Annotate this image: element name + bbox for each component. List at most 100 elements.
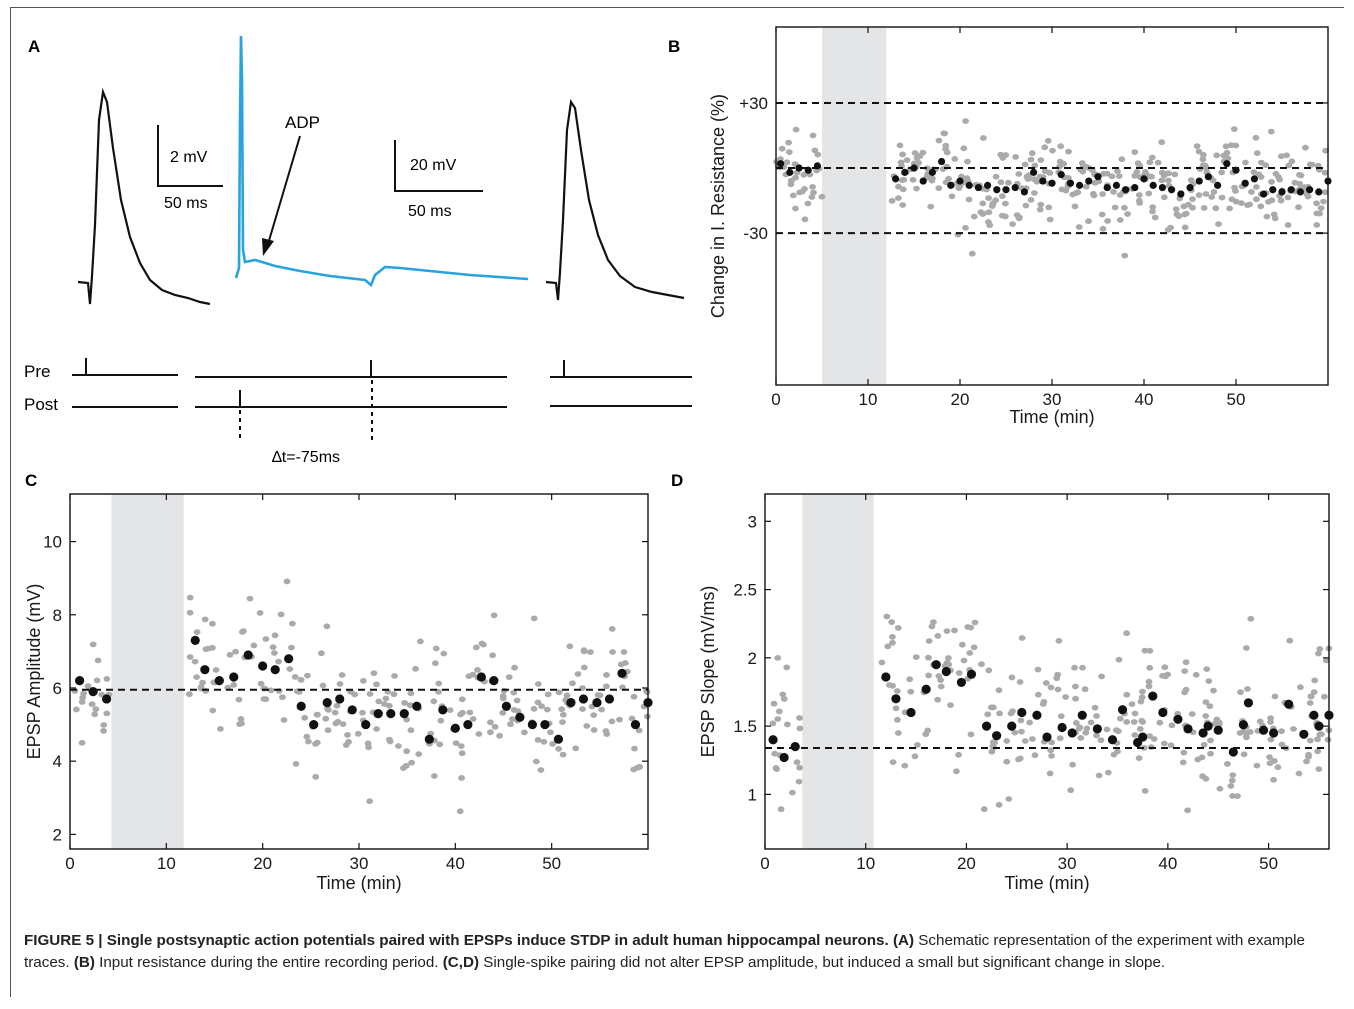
mean-point <box>1017 707 1027 718</box>
mean-point <box>412 701 422 711</box>
sweep-point <box>417 638 424 645</box>
sweep-point <box>1100 170 1107 177</box>
sweep-point <box>534 699 542 706</box>
sweep-point <box>1303 758 1310 765</box>
sweep-point <box>1213 152 1221 159</box>
sweep-point <box>364 740 372 747</box>
sweep-point <box>1306 737 1314 744</box>
sweep-point <box>1237 200 1245 207</box>
sweep-point <box>945 175 952 182</box>
sweep-point <box>896 142 904 149</box>
y-tick-label: 4 <box>53 752 62 771</box>
sweep-point <box>530 705 538 712</box>
sweep-point <box>1098 673 1105 680</box>
sweep-point <box>989 200 997 207</box>
sweep-point <box>609 649 616 655</box>
sweep-point <box>1179 759 1187 766</box>
sweep-point <box>960 145 968 152</box>
sweep-point <box>1227 783 1235 789</box>
mean-point <box>906 707 916 718</box>
mean-point <box>1057 722 1067 733</box>
sweep-point <box>796 189 803 196</box>
sweep-point <box>1195 192 1203 199</box>
sweep-point <box>1115 173 1123 180</box>
x-tick-label: 10 <box>157 854 176 873</box>
caption-a-ref: (A) <box>892 932 915 949</box>
mean-point <box>347 705 357 715</box>
sweep-point <box>608 718 616 725</box>
sweep-point <box>226 651 234 658</box>
sweep-point <box>945 661 953 668</box>
sweep-point <box>603 683 610 690</box>
sweep-point <box>1253 150 1261 157</box>
sweep-point <box>459 709 466 716</box>
sweep-point <box>1317 731 1325 738</box>
y-tick-label: 8 <box>53 606 62 625</box>
sweep-point <box>1141 788 1149 794</box>
sweep-point <box>1237 689 1244 696</box>
sweep-point <box>1304 193 1312 200</box>
sweep-point <box>1018 635 1026 641</box>
sweep-point <box>1195 148 1203 155</box>
mean-point <box>941 666 951 677</box>
sweep-point <box>1226 205 1233 212</box>
sweep-point <box>989 704 997 711</box>
scale-2-voltage: 20 mV <box>410 157 457 174</box>
sweep-point <box>507 721 514 728</box>
sweep-point <box>1116 715 1124 722</box>
sweep-point <box>91 711 99 718</box>
sweep-point <box>366 798 374 805</box>
sweep-point <box>635 727 643 734</box>
sweep-point <box>1263 213 1271 220</box>
sweep-point <box>1002 213 1009 220</box>
sweep-point <box>1182 686 1190 693</box>
sweep-point <box>1034 691 1042 698</box>
sweep-point <box>385 702 393 709</box>
mean-point <box>214 676 224 686</box>
sweep-point <box>942 142 950 149</box>
sweep-point <box>191 658 199 665</box>
mean-point <box>540 719 550 730</box>
sweep-point <box>256 610 264 616</box>
sweep-point <box>899 186 907 193</box>
mean-point <box>1284 699 1294 709</box>
sweep-point <box>1180 749 1188 756</box>
sweep-point <box>1230 126 1238 132</box>
sweep-point <box>985 219 992 225</box>
mean-point <box>399 708 409 719</box>
sweep-point <box>339 721 347 727</box>
sweep-point <box>783 159 791 166</box>
sweep-point <box>628 715 636 722</box>
sweep-point <box>583 723 591 729</box>
sweep-point <box>286 666 294 672</box>
sweep-point <box>1164 671 1172 678</box>
sweep-point <box>1218 169 1225 176</box>
mean-point <box>229 672 239 682</box>
mean-point <box>1198 728 1208 738</box>
sweep-point <box>291 674 299 680</box>
sweep-point <box>406 702 414 709</box>
sweep-point <box>430 698 438 705</box>
sweep-point <box>1093 732 1100 739</box>
sweep-point <box>1284 194 1292 201</box>
sweep-point <box>1243 730 1250 736</box>
panel-b-label: B <box>668 37 680 56</box>
sweep-point <box>631 745 638 752</box>
mean-point <box>1228 747 1238 757</box>
sweep-point <box>998 193 1006 200</box>
sweep-point <box>566 643 574 650</box>
sweep-point <box>469 716 477 722</box>
sweep-point <box>1308 161 1316 168</box>
mean-point <box>1203 721 1213 731</box>
sweep-point <box>1131 710 1139 717</box>
sweep-point <box>955 670 963 676</box>
sweep-point <box>257 680 265 687</box>
sweep-point <box>967 731 975 738</box>
sweep-point <box>1148 173 1155 180</box>
mean-point <box>1140 175 1148 183</box>
sweep-point <box>305 738 312 745</box>
sweep-point <box>1016 679 1024 685</box>
sweep-point <box>538 703 545 710</box>
sweep-point <box>1104 218 1111 224</box>
sweep-point <box>435 680 443 687</box>
